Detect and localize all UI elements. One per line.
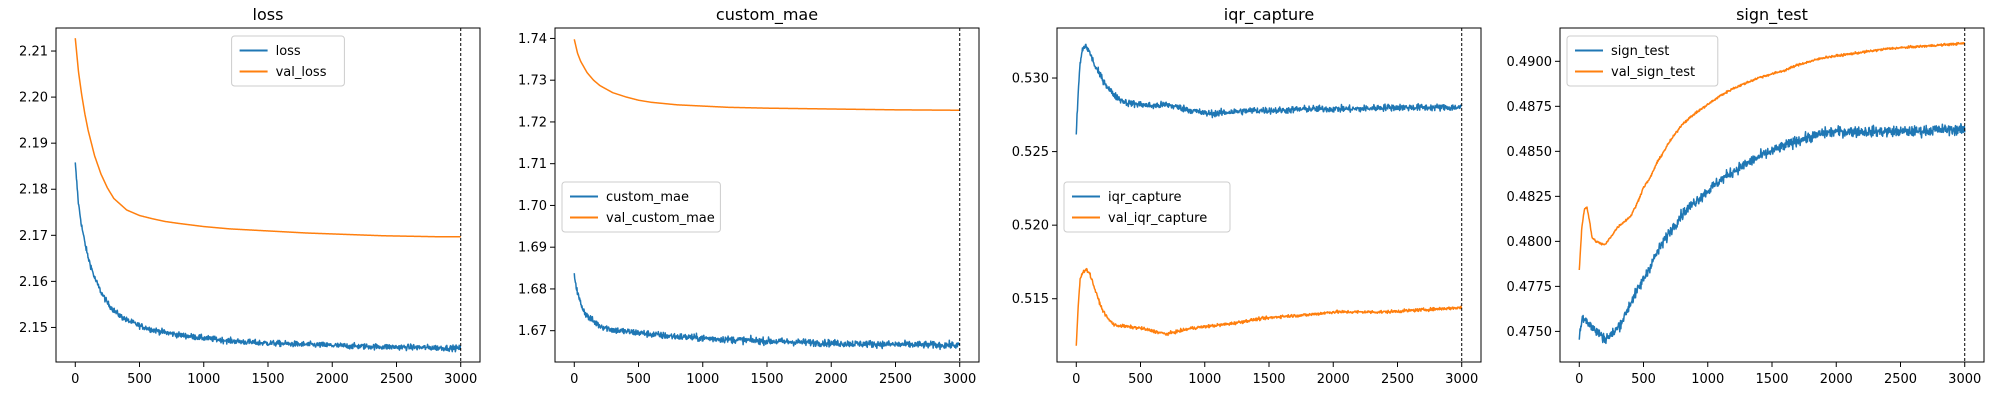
legend-box	[1566, 35, 1719, 87]
legend: custom_mae val_custom_mae	[561, 181, 721, 233]
y-tick-label: 0.515	[1012, 292, 1049, 307]
x-tick-label: 0	[1072, 372, 1080, 387]
x-tick-label: 3000	[444, 372, 477, 387]
legend-label: val_loss	[276, 65, 327, 80]
x-tick-label: 3000	[1445, 372, 1478, 387]
legend-box	[231, 35, 345, 87]
series-line-custom_mae	[573, 273, 961, 351]
series-line-val_custom_mae	[573, 39, 961, 111]
chart-title: sign_test	[1736, 5, 1808, 25]
legend-label: val_custom_mae	[606, 211, 715, 226]
x-tick-label: 2000	[815, 372, 848, 387]
x-tick-label: 1000	[1188, 372, 1221, 387]
x-tick-label: 2500	[1884, 372, 1917, 387]
legend-label: sign_test	[1611, 44, 1669, 59]
series-line-iqr_capture	[1075, 43, 1463, 135]
series-line-loss	[74, 162, 462, 353]
y-tick-label: 2.17	[19, 229, 48, 244]
y-tick-label: 1.70	[518, 199, 547, 214]
legend-box	[561, 181, 721, 233]
x-tick-label: 3000	[1948, 372, 1981, 387]
chart-title: custom_mae	[716, 5, 818, 25]
y-tick-label: 2.16	[19, 275, 48, 290]
y-tick-label: 0.4850	[1507, 145, 1553, 160]
y-tick-label: 2.15	[19, 321, 48, 336]
series-line-sign_test	[1578, 122, 1966, 345]
y-tick-label: 0.4825	[1507, 190, 1553, 205]
x-tick-label: 1000	[187, 372, 220, 387]
legend-label: loss	[276, 44, 301, 59]
y-tick-label: 2.20	[19, 91, 48, 106]
x-tick-label: 2500	[380, 372, 413, 387]
y-tick-label: 1.69	[518, 241, 547, 256]
y-tick-label: 1.68	[518, 282, 547, 297]
x-tick-label: 2500	[879, 372, 912, 387]
y-tick-label: 0.4800	[1507, 235, 1553, 250]
legend-label: val_sign_test	[1611, 65, 1695, 80]
x-tick-label: 500	[1128, 372, 1153, 387]
legend: iqr_capture val_iqr_capture	[1063, 181, 1231, 233]
x-tick-label: 0	[1575, 372, 1583, 387]
x-tick-label: 500	[127, 372, 152, 387]
chart-title: loss	[253, 5, 284, 24]
y-tick-label: 1.72	[518, 115, 547, 130]
x-tick-label: 1500	[251, 372, 284, 387]
x-tick-label: 1000	[686, 372, 719, 387]
x-tick-label: 2000	[1820, 372, 1853, 387]
chart-panel-0: loss 0 500 1000 1500 2000 2500 3000 2.15 2.16 2.17…	[19, 5, 481, 387]
x-tick-label: 1500	[1755, 372, 1788, 387]
x-tick-label: 500	[626, 372, 651, 387]
y-tick-label: 0.4750	[1507, 325, 1553, 340]
x-tick-label: 2000	[1317, 372, 1350, 387]
y-tick-label: 1.74	[518, 32, 547, 47]
legend-box	[1063, 181, 1231, 233]
y-tick-label: 2.21	[19, 45, 48, 60]
legend: loss val_loss	[231, 35, 345, 87]
legend-label: custom_mae	[606, 190, 689, 205]
y-tick-label: 0.4775	[1507, 280, 1553, 295]
chart-panel-1: custom_mae 0 500 1000 1500 2000 2500 3000 1.67 1.…	[518, 5, 980, 387]
x-tick-label: 500	[1631, 372, 1656, 387]
legend-label: iqr_capture	[1108, 190, 1181, 205]
chart-panel-2: iqr_capture 0 500 1000 1500 2000 2500 3000 0.515…	[1012, 5, 1482, 387]
y-tick-label: 1.73	[518, 74, 547, 89]
y-tick-label: 0.4875	[1507, 100, 1553, 115]
y-tick-label: 0.525	[1012, 145, 1049, 160]
y-tick-label: 1.71	[518, 157, 547, 172]
chart-title: iqr_capture	[1224, 5, 1314, 25]
legend: sign_test val_sign_test	[1566, 35, 1719, 87]
series-line-val_sign_test	[1578, 41, 1966, 271]
x-tick-label: 0	[570, 372, 578, 387]
x-tick-label: 2500	[1381, 372, 1414, 387]
x-tick-label: 1500	[750, 372, 783, 387]
y-tick-label: 0.530	[1012, 72, 1049, 87]
series-line-val_iqr_capture	[1075, 267, 1463, 346]
x-tick-label: 0	[71, 372, 79, 387]
y-tick-label: 0.4900	[1507, 55, 1553, 70]
chart-panel-3: sign_test 0 500 1000 1500 2000 2500 3000 0.4750 0…	[1507, 5, 1985, 387]
y-tick-label: 2.19	[19, 137, 48, 152]
x-tick-label: 1000	[1691, 372, 1724, 387]
series-line-val_loss	[74, 38, 462, 238]
x-tick-label: 1500	[1252, 372, 1285, 387]
y-tick-label: 1.67	[518, 324, 547, 339]
x-tick-label: 2000	[316, 372, 349, 387]
x-tick-label: 3000	[943, 372, 976, 387]
y-tick-label: 2.18	[19, 183, 48, 198]
y-tick-label: 0.520	[1012, 219, 1049, 234]
legend-label: val_iqr_capture	[1108, 211, 1207, 226]
